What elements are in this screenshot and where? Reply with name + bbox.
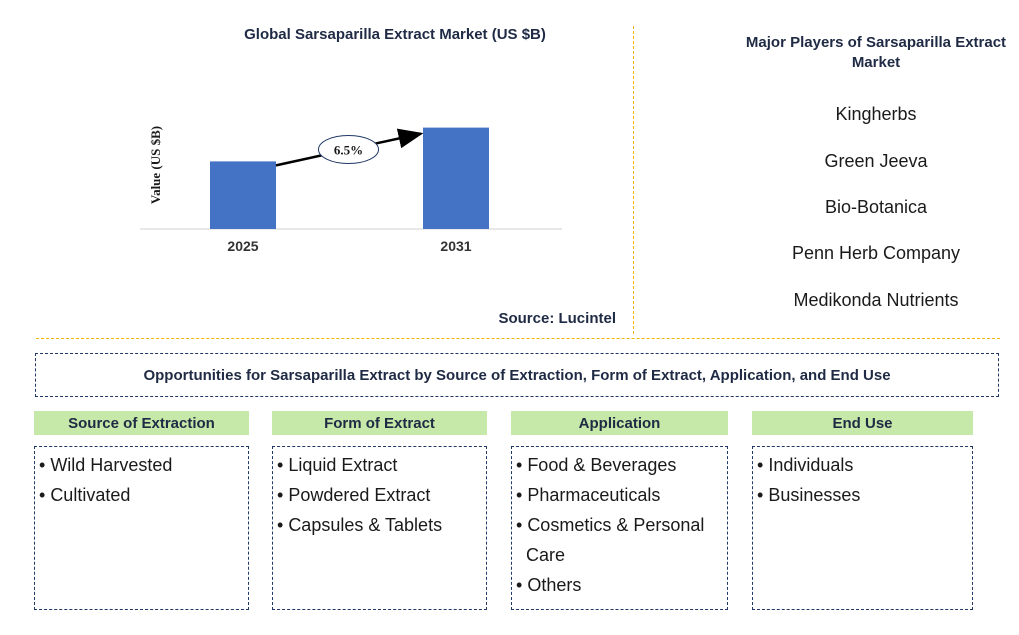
opportunities-banner: Opportunities for Sarsaparilla Extract b… [35,353,999,397]
cagr-ellipse [318,135,379,164]
category-list-source: • Wild Harvested • Cultivated [34,446,249,610]
source-label: Source: Lucintel [498,310,616,327]
vertical-divider [633,26,634,334]
list-item: • Liquid Extract [277,455,398,475]
list-item: • Businesses [757,485,861,505]
category-list-application: • Food & Beverages • Pharmaceuticals • C… [511,446,728,610]
bar-chart: Value (US $B) 6.5% 2025 2031 [140,126,562,254]
list-item: • Cosmetics & Personal Care [516,515,705,565]
list-item: • Individuals [757,455,854,475]
list-item: • Capsules & Tablets [277,515,443,535]
player-bio-botanica: Bio-Botanica [824,197,928,217]
bar-2031 [423,127,489,229]
opportunities-title: Opportunities for Sarsaparilla Extract b… [143,366,891,384]
y-axis-label: Value (US $B) [148,126,163,204]
list-item: • Cultivated [39,485,131,505]
list-item: • Others [516,575,582,595]
list-item: • Pharmaceuticals [516,485,661,505]
list-item: • Powdered Extract [277,485,431,505]
player-penn-herb-company: Penn Herb Company [791,243,961,263]
players-title: Major Players of Sarsaparilla Extract Ma… [745,34,1007,71]
cagr-label: 6.5% [334,143,363,158]
list-item: • Wild Harvested [39,455,173,475]
bar-2025 [210,161,276,229]
player-medikonda-nutrients: Medikonda Nutrients [793,290,959,310]
category-list-form: • Liquid Extract • Powdered Extract • Ca… [272,446,487,610]
x-tick-label-2031: 2031 [440,238,471,254]
list-item: • Food & Beverages [516,455,677,475]
chart-title: Global Sarsaparilla Extract Market (US $… [244,26,546,43]
horizontal-divider [36,338,1000,339]
category-header-application: Application [511,411,728,435]
category-header-source: Source of Extraction [34,411,249,435]
category-list-end-use: • Individuals • Businesses [752,446,973,610]
category-header-form: Form of Extract [272,411,487,435]
player-kingherbs: Kingherbs [835,104,917,124]
category-header-end-use: End Use [752,411,973,435]
x-tick-label-2025: 2025 [227,238,258,254]
player-green-jeeva: Green Jeeva [824,151,928,171]
